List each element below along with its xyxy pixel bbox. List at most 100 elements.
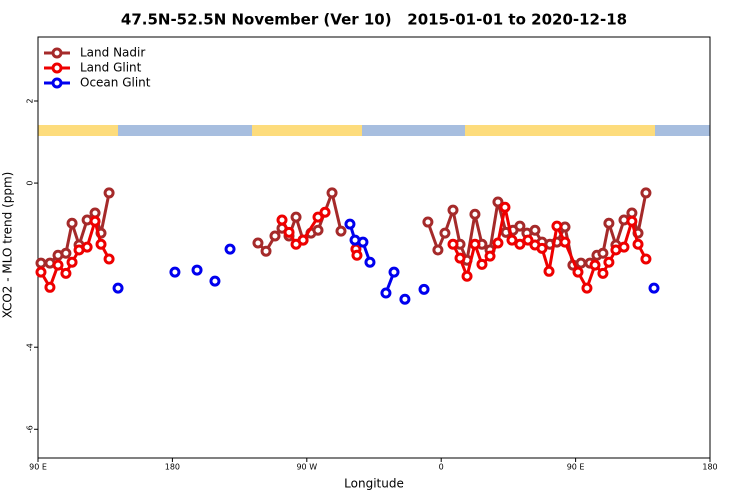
point	[476, 258, 488, 270]
ocean-band	[118, 125, 252, 136]
y-tick-label: -6	[26, 425, 35, 433]
x-tick-label: 180	[702, 463, 717, 472]
point	[572, 266, 584, 278]
land-band	[252, 125, 362, 136]
point	[492, 196, 504, 208]
point	[95, 238, 107, 250]
y-axis-label: XCO2 - MLO trend (ppm)	[1, 172, 15, 319]
series-line	[39, 206, 648, 292]
point	[648, 282, 660, 294]
point	[439, 227, 451, 239]
point	[575, 257, 587, 269]
point	[461, 270, 473, 282]
point	[603, 256, 615, 268]
x-tick-label: 90 E	[29, 463, 47, 472]
point	[60, 247, 72, 259]
point	[626, 215, 638, 227]
point	[640, 187, 652, 199]
legend-label: Ocean Glint	[80, 76, 151, 90]
point	[632, 238, 644, 250]
point	[559, 236, 571, 248]
point	[492, 237, 504, 249]
ocean-band	[362, 125, 465, 136]
point	[514, 238, 526, 250]
point	[35, 257, 47, 269]
point	[522, 234, 534, 246]
point	[312, 224, 324, 236]
point	[357, 236, 369, 248]
point	[499, 201, 511, 213]
point	[536, 242, 548, 254]
point	[52, 259, 64, 271]
point	[269, 230, 281, 242]
point	[335, 225, 347, 237]
point	[44, 281, 56, 293]
point	[399, 293, 411, 305]
point	[640, 253, 652, 265]
point	[35, 266, 47, 278]
point	[447, 238, 459, 250]
point	[364, 256, 376, 268]
point	[469, 208, 481, 220]
point	[169, 266, 181, 278]
point	[432, 244, 444, 256]
x-tick-label: 0	[439, 463, 444, 472]
point	[312, 211, 324, 223]
point	[418, 283, 430, 295]
ocean-band	[655, 125, 710, 136]
point	[469, 238, 481, 250]
surface-strip	[38, 125, 710, 136]
legend-marker	[51, 77, 63, 89]
point	[380, 287, 392, 299]
point	[276, 214, 288, 226]
legend-label: Land Glint	[80, 61, 142, 75]
point	[66, 217, 78, 229]
point	[81, 241, 93, 253]
point	[543, 265, 555, 277]
point	[484, 250, 496, 262]
series	[35, 201, 652, 294]
point	[112, 282, 124, 294]
chart-title: 47.5N-52.5N November (Ver 10) 2015-01-01…	[121, 11, 627, 29]
legend-marker	[51, 62, 63, 74]
point	[319, 206, 331, 218]
point	[60, 267, 72, 279]
point	[297, 234, 309, 246]
x-axis-label: Longitude	[344, 477, 404, 491]
point	[103, 187, 115, 199]
point	[603, 217, 615, 229]
point	[454, 252, 466, 264]
point	[344, 218, 356, 230]
y-tick-label: -4	[26, 343, 35, 351]
point	[618, 241, 630, 253]
point	[252, 237, 264, 249]
point	[388, 266, 400, 278]
point	[447, 204, 459, 216]
x-tick-label: 90 E	[567, 463, 585, 472]
point	[283, 226, 295, 238]
point	[66, 256, 78, 268]
point	[551, 220, 563, 232]
point	[103, 253, 115, 265]
point	[589, 259, 601, 271]
point	[351, 249, 363, 261]
plot-frame	[37, 36, 711, 459]
y-tick-label: 2	[26, 98, 35, 103]
legend-label: Land Nadir	[80, 46, 145, 60]
point	[326, 187, 338, 199]
point	[597, 247, 609, 259]
x-tick-label: 180	[165, 463, 180, 472]
series	[35, 187, 652, 271]
point	[529, 224, 541, 236]
point	[260, 245, 272, 257]
point	[422, 216, 434, 228]
point	[514, 220, 526, 232]
point	[581, 282, 593, 294]
series	[112, 218, 660, 305]
point	[290, 211, 302, 223]
point	[89, 215, 101, 227]
legend-marker	[51, 47, 63, 59]
point	[191, 264, 203, 276]
x-tick-label: 90 W	[296, 463, 317, 472]
y-tick-label: 0	[26, 181, 35, 186]
